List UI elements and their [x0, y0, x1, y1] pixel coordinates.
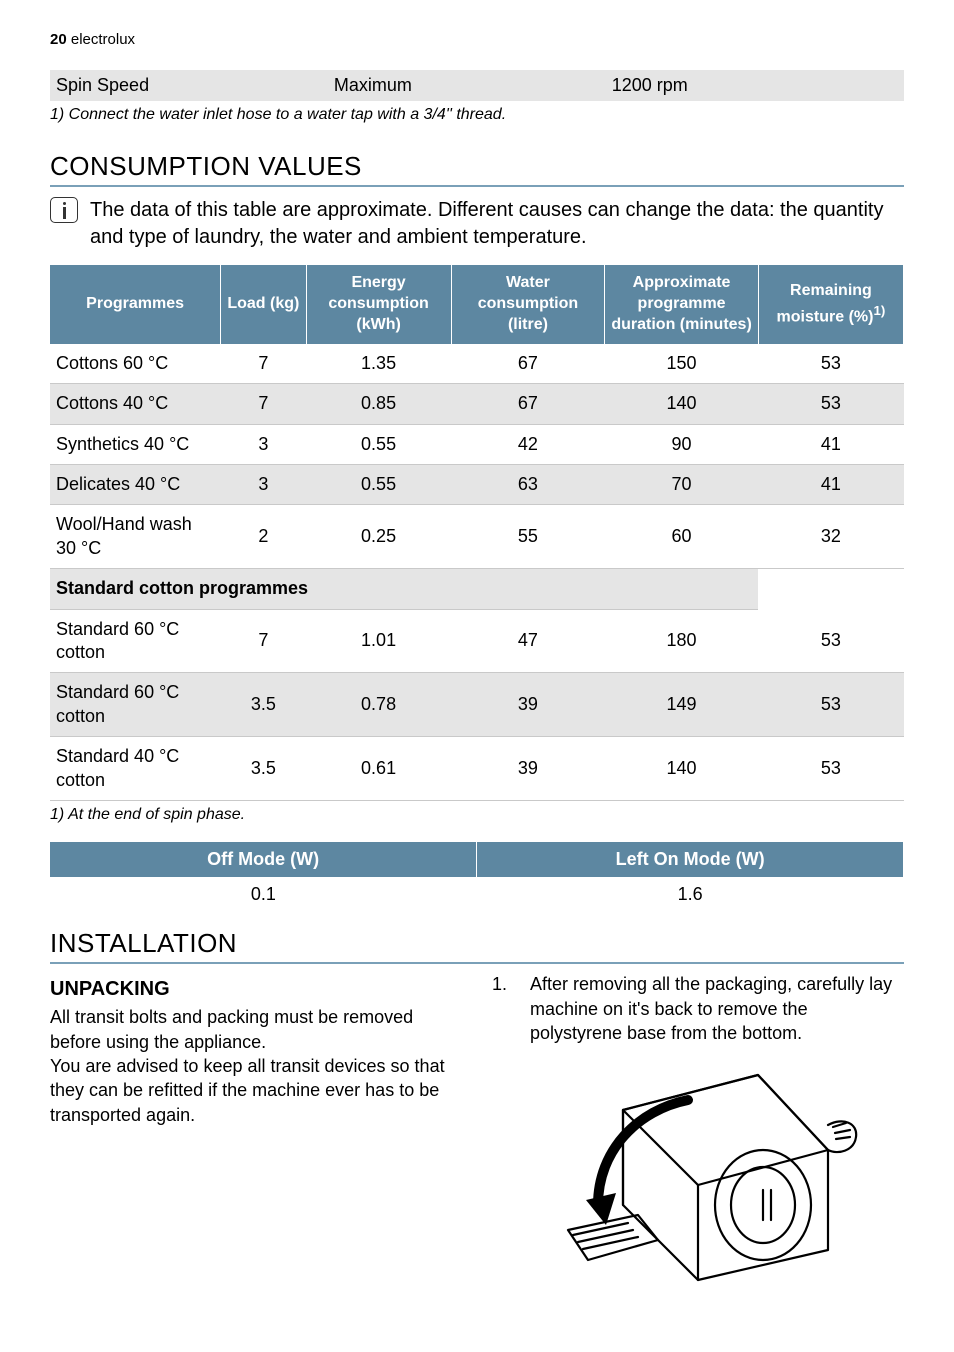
- cell-moisture: 41: [758, 424, 903, 464]
- step-text: After removing all the packaging, carefu…: [530, 972, 904, 1045]
- heading-consumption: CONSUMPTION VALUES: [50, 150, 904, 188]
- spin-speed-value: 1200 rpm: [612, 74, 898, 97]
- cell-moisture: 53: [758, 384, 903, 424]
- info-callout: The data of this table are approximate. …: [50, 197, 904, 251]
- cell-load: 3: [221, 465, 306, 505]
- heading-installation: INSTALLATION: [50, 927, 904, 965]
- cell-load: 7: [221, 609, 306, 673]
- cell-empty: [758, 569, 903, 609]
- unpacking-p1: All transit bolts and packing must be re…: [50, 1005, 462, 1054]
- cell-water: 47: [451, 609, 605, 673]
- cell-duration: 140: [605, 737, 759, 801]
- col-left: UNPACKING All transit bolts and packing …: [50, 972, 462, 1291]
- unpacking-p2: You are advised to keep all transit devi…: [50, 1054, 462, 1127]
- cell-moisture: 53: [758, 737, 903, 801]
- spin-speed-row: Spin Speed Maximum 1200 rpm: [50, 70, 904, 101]
- col-right: 1. After removing all the packaging, car…: [492, 972, 904, 1291]
- modes-table: Off Mode (W) Left On Mode (W) 0.1 1.6: [50, 842, 904, 913]
- page-header: 20 electrolux: [50, 30, 904, 50]
- cell-moisture: 32: [758, 505, 903, 569]
- table-row: Wool/Hand wash 30 °C 2 0.25 55 60 32: [50, 505, 904, 569]
- cell-duration: 90: [605, 424, 759, 464]
- brand-text: electrolux: [71, 31, 135, 48]
- footnote-spin: 1) At the end of spin phase.: [50, 801, 904, 836]
- cell-energy: 0.25: [306, 505, 451, 569]
- table-row: Cottons 40 °C 7 0.85 67 140 53: [50, 384, 904, 424]
- cell-prog: Delicates 40 °C: [50, 465, 221, 505]
- cell-moisture: 41: [758, 465, 903, 505]
- table-row: Standard 40 °C cotton 3.5 0.61 39 140 53: [50, 737, 904, 801]
- cell-duration: 149: [605, 673, 759, 737]
- info-text: The data of this table are approximate. …: [90, 197, 904, 251]
- cell-energy: 0.55: [306, 424, 451, 464]
- footnote-inlet: 1) Connect the water inlet hose to a wat…: [50, 101, 904, 136]
- cell-load: 7: [221, 384, 306, 424]
- cell-load: 7: [221, 344, 306, 384]
- step-1: 1. After removing all the packaging, car…: [492, 972, 904, 1045]
- th-moisture-text: Remaining moisture (%): [777, 282, 874, 325]
- cell-energy: 0.61: [306, 737, 451, 801]
- th-water: Water consumption (litre): [451, 265, 605, 343]
- table-row: Cottons 60 °C 7 1.35 67 150 53: [50, 344, 904, 384]
- cell-water: 42: [451, 424, 605, 464]
- cell-energy: 1.35: [306, 344, 451, 384]
- cell-prog: Cottons 40 °C: [50, 384, 221, 424]
- cell-prog: Cottons 60 °C: [50, 344, 221, 384]
- cell-prog: Standard 40 °C cotton: [50, 737, 221, 801]
- step-number: 1.: [492, 972, 516, 1045]
- cell-water: 55: [451, 505, 605, 569]
- cell-section-label: Standard cotton programmes: [50, 569, 758, 609]
- cell-water: 63: [451, 465, 605, 505]
- heading-unpacking: UNPACKING: [50, 976, 462, 1003]
- cell-duration: 70: [605, 465, 759, 505]
- cell-moisture: 53: [758, 344, 903, 384]
- cell-on-val: 1.6: [477, 877, 904, 912]
- spin-speed-label: Spin Speed: [56, 74, 334, 97]
- table-row: Synthetics 40 °C 3 0.55 42 90 41: [50, 424, 904, 464]
- cell-duration: 140: [605, 384, 759, 424]
- page-number: 20: [50, 31, 67, 48]
- cell-load: 3.5: [221, 737, 306, 801]
- cell-water: 39: [451, 737, 605, 801]
- table-row: Delicates 40 °C 3 0.55 63 70 41: [50, 465, 904, 505]
- cell-load: 2: [221, 505, 306, 569]
- cell-prog: Wool/Hand wash 30 °C: [50, 505, 221, 569]
- cell-prog: Standard 60 °C cotton: [50, 609, 221, 673]
- th-energy: Energy consumption (kWh): [306, 265, 451, 343]
- th-programmes: Programmes: [50, 265, 221, 343]
- cell-load: 3.5: [221, 673, 306, 737]
- cell-water: 67: [451, 384, 605, 424]
- cell-water: 67: [451, 344, 605, 384]
- info-icon: [50, 197, 78, 223]
- consumption-table: Programmes Load (kg) Energy consumption …: [50, 265, 904, 800]
- cell-energy: 0.85: [306, 384, 451, 424]
- cell-energy: 0.55: [306, 465, 451, 505]
- installation-columns: UNPACKING All transit bolts and packing …: [50, 972, 904, 1291]
- washer-tilt-icon: [528, 1055, 868, 1285]
- cell-load: 3: [221, 424, 306, 464]
- cell-moisture: 53: [758, 609, 903, 673]
- cell-duration: 180: [605, 609, 759, 673]
- cell-energy: 1.01: [306, 609, 451, 673]
- th-duration: Approximate programme duration (minutes): [605, 265, 759, 343]
- cell-prog: Standard 60 °C cotton: [50, 673, 221, 737]
- cell-water: 39: [451, 673, 605, 737]
- cell-off-val: 0.1: [50, 877, 477, 912]
- table-row: Standard 60 °C cotton 7 1.01 47 180 53: [50, 609, 904, 673]
- spin-speed-type: Maximum: [334, 74, 612, 97]
- cell-prog: Synthetics 40 °C: [50, 424, 221, 464]
- th-moisture: Remaining moisture (%)1): [758, 265, 903, 343]
- cell-moisture: 53: [758, 673, 903, 737]
- th-on-mode: Left On Mode (W): [477, 842, 904, 877]
- table-row: Standard 60 °C cotton 3.5 0.78 39 149 53: [50, 673, 904, 737]
- cell-duration: 150: [605, 344, 759, 384]
- th-off-mode: Off Mode (W): [50, 842, 477, 877]
- illustration-unpacking: [492, 1055, 904, 1291]
- cell-duration: 60: [605, 505, 759, 569]
- th-load: Load (kg): [221, 265, 306, 343]
- cell-energy: 0.78: [306, 673, 451, 737]
- th-moisture-sup: 1): [873, 303, 885, 318]
- table-section-row: Standard cotton programmes: [50, 569, 904, 609]
